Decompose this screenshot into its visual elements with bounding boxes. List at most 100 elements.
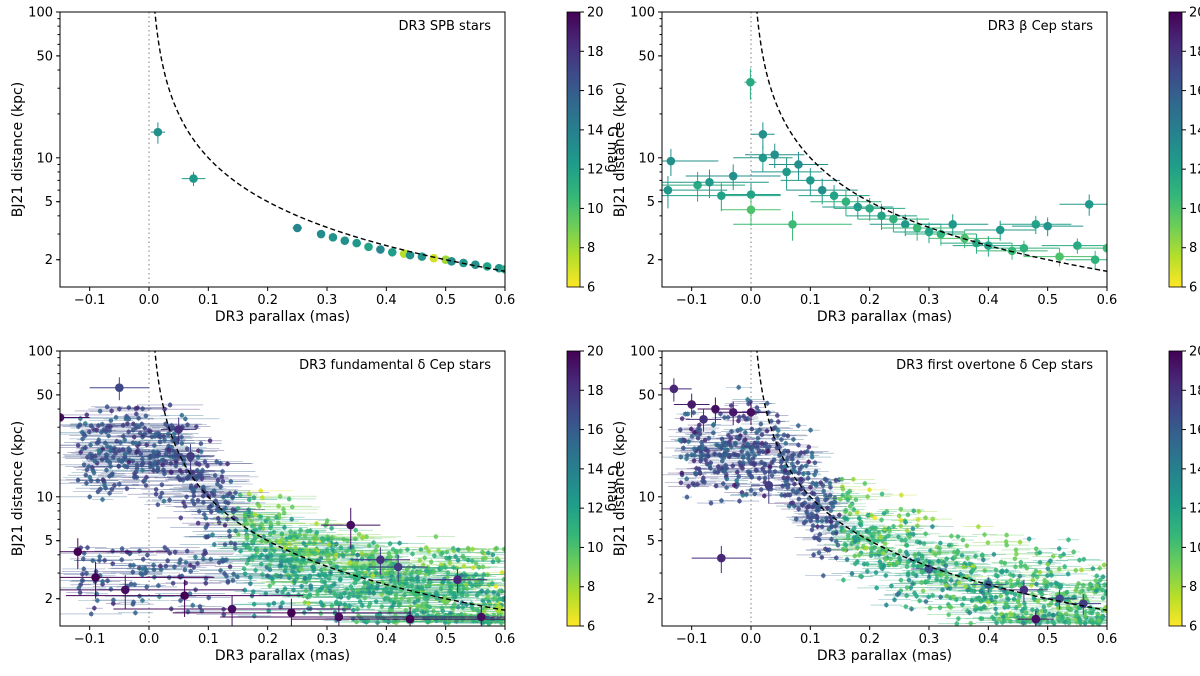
data-point[interactable]	[705, 177, 714, 187]
cloud-point	[314, 521, 319, 526]
data-point[interactable]	[1031, 219, 1041, 229]
data-point[interactable]	[948, 219, 958, 229]
data-point[interactable]	[227, 604, 237, 614]
cloud-point	[287, 534, 293, 540]
data-point[interactable]	[1090, 255, 1100, 265]
data-point[interactable]	[666, 156, 676, 166]
data-point[interactable]	[153, 127, 163, 137]
data-point[interactable]	[746, 190, 756, 199]
x-axis-label: DR3 parallax (mas)	[215, 648, 350, 664]
cloud-point	[148, 464, 153, 470]
data-point[interactable]	[494, 604, 504, 614]
data-point[interactable]	[120, 585, 130, 595]
data-point[interactable]	[788, 219, 797, 229]
data-point[interactable]	[877, 211, 886, 221]
data-point[interactable]	[328, 232, 338, 242]
data-point[interactable]	[482, 262, 492, 271]
data-point[interactable]	[794, 160, 803, 169]
cloud-point	[267, 562, 272, 568]
data-point[interactable]	[316, 229, 326, 239]
cloud-point	[249, 539, 255, 544]
data-point[interactable]	[806, 176, 815, 185]
data-point[interactable]	[758, 153, 768, 163]
data-point[interactable]	[663, 185, 673, 195]
cloud-point	[469, 558, 475, 564]
data-point[interactable]	[453, 575, 462, 585]
data-point[interactable]	[476, 612, 486, 622]
data-point[interactable]	[334, 612, 344, 622]
data-point[interactable]	[441, 596, 450, 605]
colorbar-tick-label: 8	[1189, 241, 1197, 256]
data-point[interactable]	[180, 591, 189, 600]
data-point[interactable]	[346, 520, 356, 530]
data-point[interactable]	[1043, 221, 1052, 231]
data-point[interactable]	[447, 257, 456, 266]
cloud-point	[387, 591, 393, 596]
data-point[interactable]	[841, 197, 851, 206]
data-point[interactable]	[853, 202, 863, 212]
data-point[interactable]	[1007, 246, 1017, 256]
data-point[interactable]	[73, 547, 83, 557]
cloud-point	[88, 423, 94, 429]
data-point[interactable]	[1084, 199, 1094, 209]
data-point[interactable]	[340, 236, 350, 246]
data-point[interactable]	[817, 185, 827, 195]
data-point[interactable]	[717, 191, 726, 200]
data-point[interactable]	[364, 242, 373, 252]
cloud-point	[195, 475, 200, 480]
cloud-point	[153, 491, 159, 497]
data-point[interactable]	[376, 555, 385, 565]
data-point[interactable]	[693, 180, 702, 190]
data-point[interactable]	[405, 614, 415, 624]
cloud-point	[179, 441, 185, 446]
data-point[interactable]	[889, 214, 898, 224]
data-point[interactable]	[376, 245, 385, 254]
data-point[interactable]	[782, 167, 791, 177]
data-point[interactable]	[393, 562, 403, 572]
data-point[interactable]	[1102, 243, 1112, 253]
reference-curve	[756, 12, 1107, 272]
colorbar-tick-label: 14	[587, 123, 604, 138]
data-point[interactable]	[287, 608, 296, 618]
data-point[interactable]	[865, 204, 874, 213]
data-point[interactable]	[189, 174, 198, 183]
cloud-point	[366, 567, 371, 572]
cloud-point	[312, 551, 318, 556]
data-point[interactable]	[429, 253, 439, 263]
data-point[interactable]	[924, 227, 934, 237]
data-point[interactable]	[746, 77, 755, 87]
data-point[interactable]	[115, 383, 124, 393]
cloud-point	[215, 481, 220, 487]
data-point[interactable]	[900, 219, 910, 229]
data-point[interactable]	[1055, 252, 1064, 261]
data-point[interactable]	[387, 247, 397, 257]
data-point[interactable]	[352, 573, 361, 582]
cloud-point	[156, 451, 162, 457]
x-tick-label: 0.5	[435, 293, 456, 308]
data-point[interactable]	[405, 250, 415, 260]
cloud-point	[314, 530, 320, 535]
cloud-point	[133, 610, 138, 616]
data-point[interactable]	[91, 573, 100, 582]
cloud-point	[367, 590, 372, 595]
data-point[interactable]	[1019, 243, 1029, 253]
data-point[interactable]	[728, 171, 738, 181]
cloud-point	[251, 601, 257, 607]
cloud-point	[322, 572, 328, 577]
cloud-point	[185, 475, 191, 481]
y-axis-label: BJ21 distance (kpc)	[612, 82, 628, 217]
colorbar-tick-label: 12	[587, 502, 604, 517]
data-point[interactable]	[995, 225, 1005, 235]
cloud-point	[491, 612, 497, 618]
data-point[interactable]	[746, 205, 756, 215]
data-point[interactable]	[293, 223, 302, 233]
data-point[interactable]	[352, 238, 361, 248]
data-point[interactable]	[829, 191, 839, 200]
data-point[interactable]	[912, 223, 922, 233]
data-point[interactable]	[758, 129, 768, 139]
data-point[interactable]	[770, 150, 780, 160]
data-point[interactable]	[56, 413, 65, 422]
data-point[interactable]	[186, 451, 195, 461]
data-point[interactable]	[174, 425, 183, 434]
cloud-point	[270, 576, 275, 581]
